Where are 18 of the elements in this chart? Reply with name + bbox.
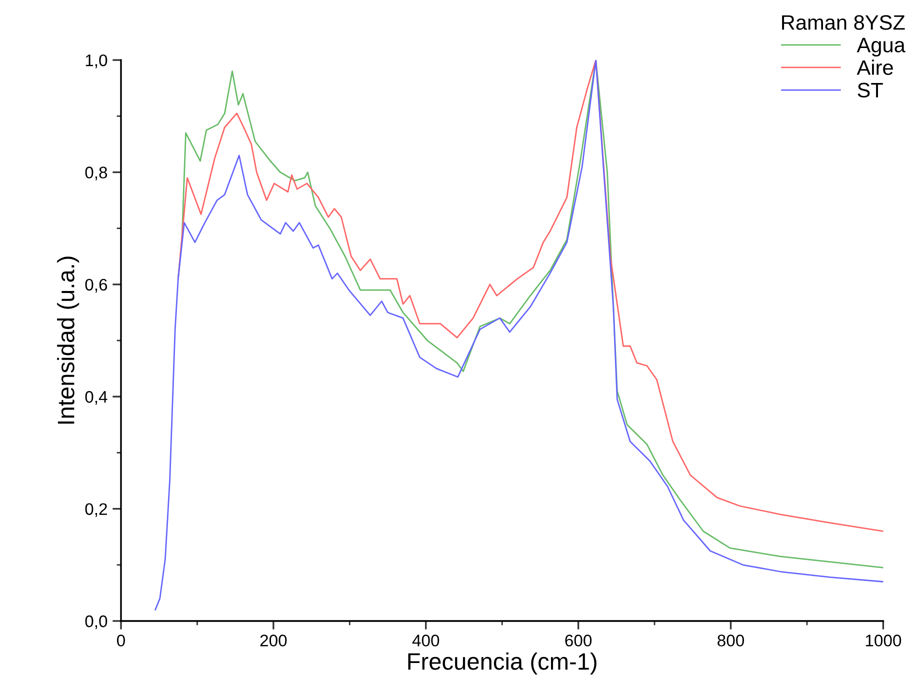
y-tick-label: 0,2 — [85, 503, 107, 517]
legend-label: Aire — [856, 60, 893, 75]
y-tick-label: 0,4 — [85, 391, 108, 405]
x-axis-title: Frecuencia (cm-1) — [408, 652, 596, 674]
x-tick-label: 800 — [718, 634, 744, 646]
y-tick-label: 1,0 — [86, 54, 108, 68]
y-tick-label: 0,6 — [85, 278, 108, 293]
legend-label: Agua — [856, 38, 906, 57]
legend-title: Raman 8YSZ — [782, 15, 905, 30]
y-axis-title: Intensidad (u.a.) — [57, 256, 80, 424]
x-tick-label: 200 — [260, 634, 287, 646]
x-tick-label: 400 — [412, 634, 440, 646]
legend-label: ST — [858, 82, 883, 98]
y-tick-label: 0,8 — [85, 166, 108, 180]
x-tick-label: 1000 — [866, 634, 902, 646]
x-tick-label: 600 — [565, 634, 592, 646]
x-tick-label: 0 — [116, 634, 125, 646]
y-tick-label: 0,0 — [85, 615, 108, 630]
